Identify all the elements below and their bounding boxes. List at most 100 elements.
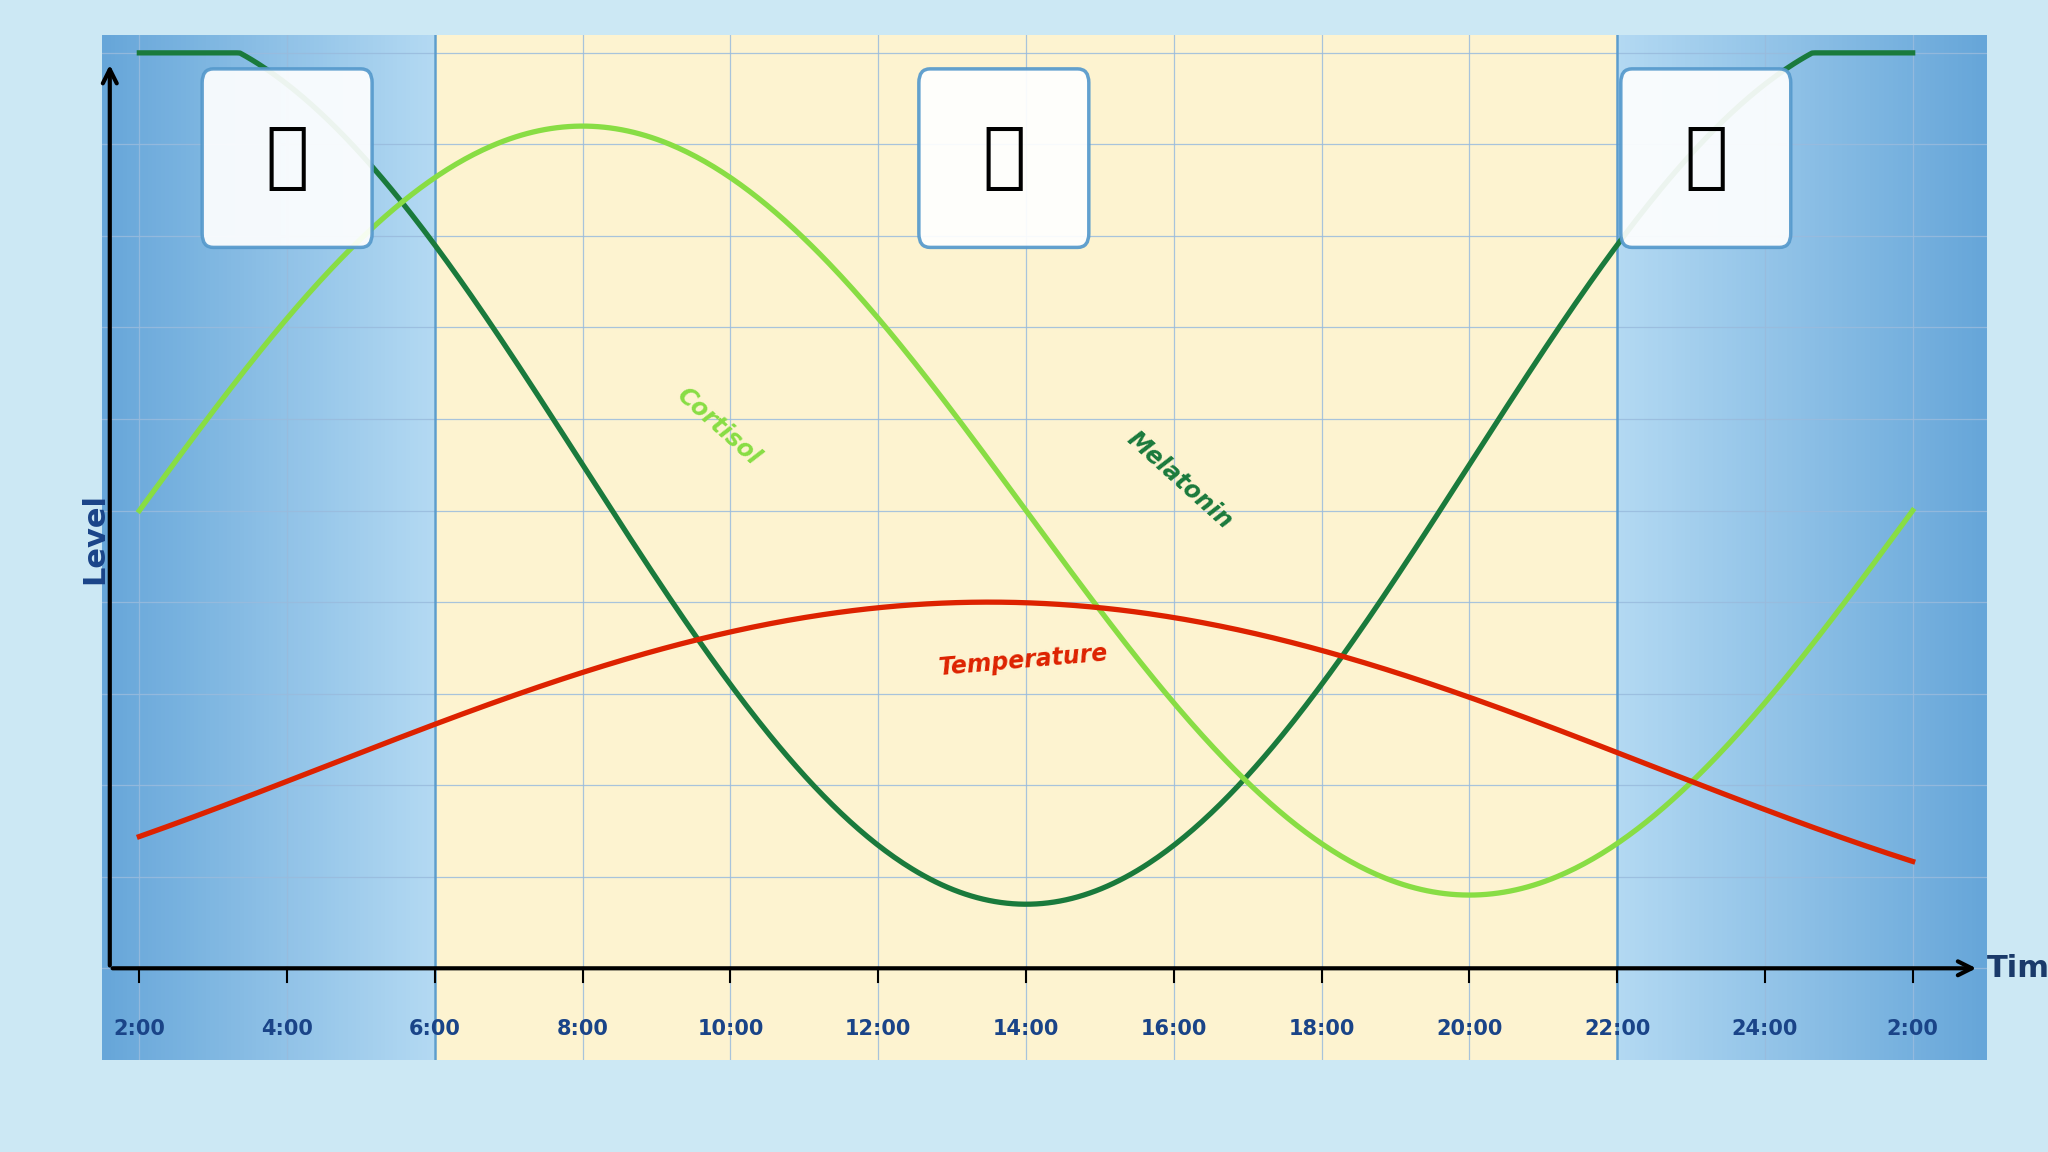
Bar (430, 35, 434, 1060)
Bar (1755, 35, 1761, 1060)
Bar (256, 35, 260, 1060)
Bar (1765, 35, 1769, 1060)
Bar (156, 35, 160, 1060)
Bar (1784, 35, 1788, 1060)
Bar (223, 35, 227, 1060)
Bar (1939, 35, 1946, 1060)
Bar (434, 35, 1618, 1060)
Bar (301, 35, 305, 1060)
Bar (422, 35, 426, 1060)
Bar (1663, 35, 1667, 1060)
Bar (393, 35, 397, 1060)
Bar (397, 35, 401, 1060)
Text: 22:00: 22:00 (1583, 1018, 1651, 1039)
Bar (1798, 35, 1802, 1060)
Bar (1829, 35, 1835, 1060)
Bar (324, 35, 328, 1060)
Bar (414, 35, 418, 1060)
Bar (1853, 35, 1858, 1060)
Bar (276, 35, 281, 1060)
Text: Cortisol: Cortisol (672, 382, 764, 470)
Bar (248, 35, 252, 1060)
Bar (1806, 35, 1810, 1060)
Bar (164, 35, 168, 1060)
Bar (102, 35, 106, 1060)
Bar (1976, 35, 1982, 1060)
Bar (365, 35, 369, 1060)
Bar (1645, 35, 1649, 1060)
Bar (1700, 35, 1704, 1060)
Text: 🌙: 🌙 (1683, 123, 1726, 192)
Bar (1788, 35, 1792, 1060)
Bar (352, 35, 356, 1060)
Bar (1636, 35, 1640, 1060)
Text: 12:00: 12:00 (846, 1018, 911, 1039)
Bar (1839, 35, 1843, 1060)
Text: 6:00: 6:00 (410, 1018, 461, 1039)
Bar (1640, 35, 1645, 1060)
Bar (152, 35, 156, 1060)
Bar (1821, 35, 1825, 1060)
Bar (172, 35, 178, 1060)
Bar (1982, 35, 1987, 1060)
Bar (1917, 35, 1921, 1060)
Bar (1681, 35, 1686, 1060)
Bar (356, 35, 360, 1060)
Bar (182, 35, 186, 1060)
Bar (1964, 35, 1968, 1060)
Bar (1626, 35, 1630, 1060)
Bar (1866, 35, 1872, 1060)
Bar (285, 35, 289, 1060)
Bar (1950, 35, 1954, 1060)
Bar (1958, 35, 1964, 1060)
Bar (135, 35, 139, 1060)
Bar (1810, 35, 1817, 1060)
Bar (297, 35, 301, 1060)
Bar (123, 35, 127, 1060)
Bar (293, 35, 297, 1060)
Bar (1649, 35, 1655, 1060)
Bar (373, 35, 377, 1060)
Bar (336, 35, 340, 1060)
Bar (1880, 35, 1884, 1060)
Bar (147, 35, 152, 1060)
Bar (1718, 35, 1722, 1060)
Bar (143, 35, 147, 1060)
Bar (1622, 35, 1626, 1060)
Bar (1655, 35, 1659, 1060)
Bar (1710, 35, 1714, 1060)
Bar (231, 35, 236, 1060)
Bar (369, 35, 373, 1060)
Bar (272, 35, 276, 1060)
Text: 20:00: 20:00 (1436, 1018, 1503, 1039)
Bar (1847, 35, 1853, 1060)
Bar (1692, 35, 1696, 1060)
Bar (268, 35, 272, 1060)
Bar (178, 35, 182, 1060)
Bar (332, 35, 336, 1060)
Bar (264, 35, 268, 1060)
Bar (227, 35, 231, 1060)
Bar (410, 35, 414, 1060)
Bar (1792, 35, 1798, 1060)
Bar (360, 35, 365, 1060)
Bar (1935, 35, 1939, 1060)
Bar (1722, 35, 1729, 1060)
Bar (426, 35, 430, 1060)
Bar (1903, 35, 1909, 1060)
Bar (418, 35, 422, 1060)
Bar (1659, 35, 1663, 1060)
Bar (252, 35, 256, 1060)
Bar (207, 35, 211, 1060)
Bar (315, 35, 319, 1060)
Bar (1876, 35, 1880, 1060)
Bar (1618, 35, 1622, 1060)
Bar (106, 35, 111, 1060)
Bar (340, 35, 344, 1060)
Bar (1954, 35, 1958, 1060)
Bar (1667, 35, 1673, 1060)
Bar (1872, 35, 1876, 1060)
Text: 🌞: 🌞 (983, 123, 1026, 192)
Bar (1946, 35, 1950, 1060)
FancyBboxPatch shape (1620, 69, 1790, 248)
